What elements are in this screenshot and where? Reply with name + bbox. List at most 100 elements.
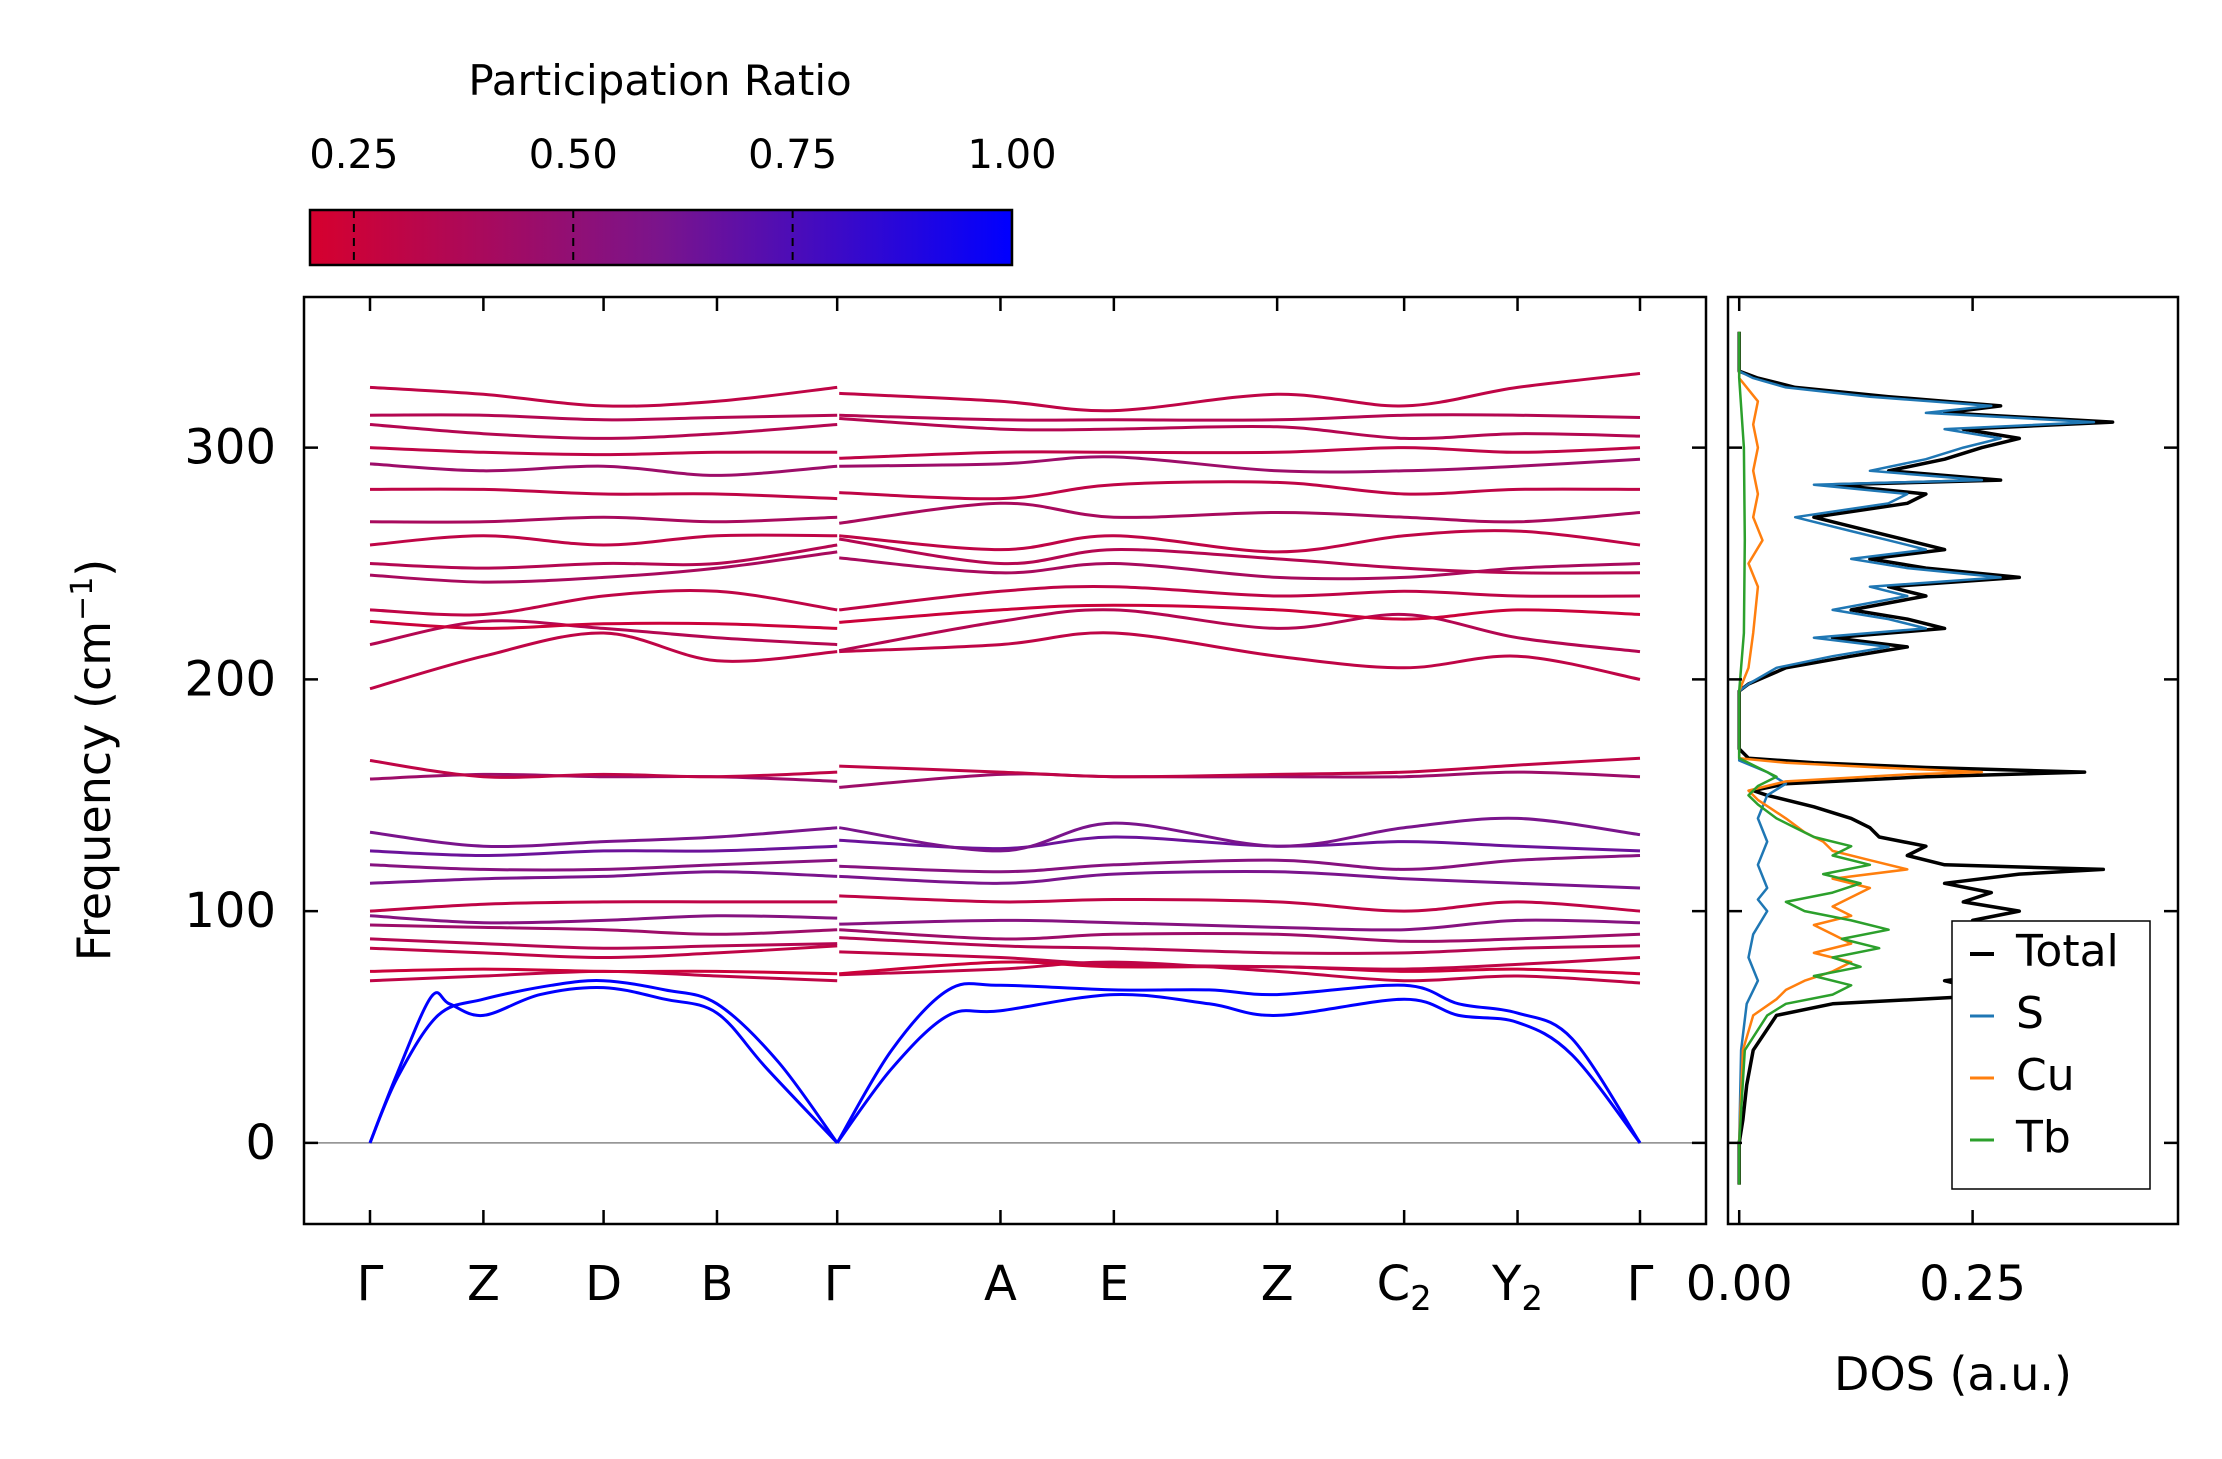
colorbar-tick-label: 0.50 <box>529 132 618 178</box>
band-line <box>839 480 1641 501</box>
y-axis-label: Frequency (cm−1) <box>65 559 121 962</box>
kpoint-label-main: A <box>984 1256 1017 1312</box>
band-line <box>839 501 1641 525</box>
colorbar-tick-label: 0.75 <box>748 132 837 178</box>
kpoint-label: B <box>701 1256 734 1312</box>
legend-box <box>1951 920 2151 1190</box>
band-line <box>839 417 1641 441</box>
band-line <box>369 967 838 976</box>
band-line <box>839 556 1641 581</box>
legend-label: Cu <box>2016 1050 2075 1101</box>
band-line <box>369 543 838 570</box>
legend-label: Total <box>2015 926 2119 977</box>
kpoint-label-main: C <box>1377 1256 1411 1312</box>
colorbar-tick-label: 1.00 <box>967 132 1056 178</box>
colorbar-gradient <box>308 208 1014 267</box>
acoustic-band-line <box>835 982 1642 1144</box>
kpoint-label-main: Z <box>1261 1256 1294 1312</box>
kpoint-label: Z <box>1261 1256 1294 1312</box>
band-line <box>839 603 1641 624</box>
kpoint-label: E <box>1099 1256 1129 1312</box>
band-line <box>839 529 1641 554</box>
band-line <box>839 950 1641 971</box>
dispersion-frame <box>302 295 1708 1226</box>
band-line <box>839 446 1641 460</box>
dos-x-tick-label: 0.00 <box>1686 1256 1793 1312</box>
band-line <box>838 608 1641 654</box>
colorbar-tick-label: 0.25 <box>309 132 398 178</box>
y-tick-label: 100 <box>184 883 276 939</box>
kpoint-label-main: Γ <box>1627 1256 1654 1312</box>
legend: Total S Cu Tb <box>1951 920 2151 1190</box>
band-line <box>369 923 838 936</box>
band-line <box>369 870 838 885</box>
band-line <box>839 918 1641 932</box>
band-line <box>839 413 1641 422</box>
kpoint-label-main: Y <box>1491 1256 1522 1312</box>
kpoint-label-main: Γ <box>357 1256 384 1312</box>
band-line <box>839 854 1641 874</box>
dos-frame <box>1726 295 2180 1226</box>
dos-x-tick-label: 0.25 <box>1919 1256 2026 1312</box>
kpoint-label-main: D <box>585 1256 622 1312</box>
kpoint-label-sub: 2 <box>1410 1279 1432 1319</box>
kpoint-label: D <box>585 1256 622 1312</box>
band-line <box>839 928 1641 943</box>
kpoint-label: Γ <box>1627 1256 1654 1312</box>
band-line <box>369 631 838 691</box>
band-line <box>369 487 838 501</box>
band-line <box>369 772 838 783</box>
kpoint-label: A <box>984 1256 1017 1312</box>
colorbar-title: Participation Ratio <box>468 56 851 105</box>
band-line <box>839 770 1641 789</box>
band-line <box>369 619 838 630</box>
band-line <box>369 944 838 960</box>
acoustic-band-line <box>835 992 1642 1144</box>
band-line <box>369 826 838 849</box>
kpoint-label: Γ <box>824 1256 851 1312</box>
band-line <box>838 816 1641 853</box>
band-line <box>369 515 838 524</box>
legend-label: Tb <box>2015 1112 2071 1163</box>
kpoint-label-main: B <box>701 1256 734 1312</box>
band-line <box>369 462 838 477</box>
band-line <box>839 894 1641 913</box>
band-line <box>839 960 1641 985</box>
band-line <box>839 372 1641 413</box>
kpoint-label-main: E <box>1099 1256 1129 1312</box>
dos-line-tb <box>1737 331 1890 1185</box>
kpoint-label: Z <box>467 1256 500 1312</box>
legend-label: S <box>2016 988 2044 1039</box>
band-line <box>839 869 1641 890</box>
band-line <box>369 385 838 408</box>
band-line <box>369 423 838 440</box>
x-axis-label-dos: DOS (a.u.) <box>1834 1347 2072 1401</box>
kpoint-label: Γ <box>357 1256 384 1312</box>
band-line <box>369 413 838 422</box>
band-line <box>839 455 1641 474</box>
dos-panel: 0.00 0.25 DOS (a.u.) Total S Cu Tb <box>1686 295 2180 1401</box>
band-line <box>369 914 838 925</box>
band-line <box>839 585 1641 612</box>
band-line <box>369 759 838 779</box>
kpoint-label: Y2 <box>1491 1256 1543 1319</box>
kpoint-label-main: Γ <box>824 1256 851 1312</box>
kpoint-label: C2 <box>1377 1256 1432 1319</box>
colorbar: Participation Ratio 0.25 0.50 0.75 1.00 <box>308 56 1057 267</box>
band-line <box>838 537 1641 575</box>
acoustic-band-line <box>368 979 839 1144</box>
kpoint-label-main: Z <box>467 1256 500 1312</box>
band-line <box>369 900 838 913</box>
band-line <box>369 858 838 872</box>
band-line <box>369 844 838 858</box>
band-line <box>839 936 1641 955</box>
band-line <box>369 533 838 547</box>
acoustic-band-line <box>368 985 839 1144</box>
dos-line-cu <box>1737 331 1984 1185</box>
band-line <box>839 631 1641 681</box>
y-tick-label: 0 <box>245 1115 276 1171</box>
band-line <box>839 756 1641 779</box>
y-tick-label: 300 <box>184 420 276 476</box>
